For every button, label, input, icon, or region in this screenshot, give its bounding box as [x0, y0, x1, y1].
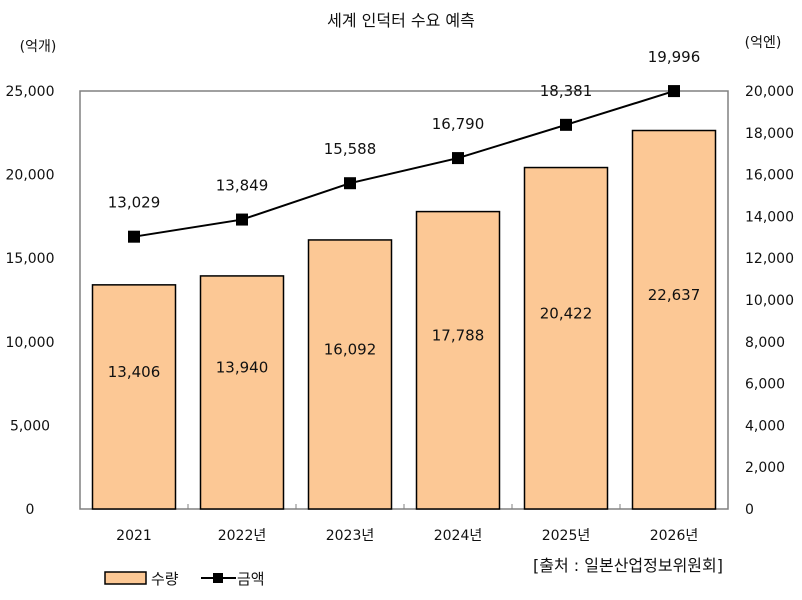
left-tick-label: 15,000 — [6, 251, 55, 267]
x-tick-label: 2026년 — [650, 528, 699, 544]
bar-value-label: 20,422 — [540, 304, 593, 322]
x-tick-label: 2025년 — [542, 528, 591, 544]
right-tick-label: 20,000 — [745, 84, 794, 100]
chart-title: 세계 인덕터 수요 예측 — [327, 11, 475, 30]
right-tick-label: 4,000 — [745, 418, 785, 434]
right-tick-label: 6,000 — [745, 377, 785, 393]
left-tick-label: 20,000 — [6, 168, 55, 184]
left-tick-label: 25,000 — [6, 84, 55, 100]
line-value-label: 16,790 — [432, 115, 485, 133]
bar-value-label: 13,406 — [108, 363, 161, 381]
line-marker — [668, 85, 680, 98]
legend: 수량 금액 — [104, 570, 265, 588]
line-marker — [560, 118, 572, 131]
right-tick-label: 18,000 — [745, 126, 794, 142]
line-marker — [128, 230, 140, 243]
line-value-label: 15,588 — [324, 140, 377, 158]
line-marker — [452, 152, 464, 165]
bar — [415, 210, 501, 510]
line-marker — [236, 213, 248, 226]
x-tick-label: 2024년 — [434, 528, 483, 544]
bar — [91, 284, 177, 510]
line-value-label: 19,996 — [648, 48, 701, 66]
right-tick-label: 2,000 — [745, 460, 785, 476]
left-tick-label: 10,000 — [6, 335, 55, 351]
right-tick-label: 0 — [745, 502, 754, 518]
right-tick-label: 12,000 — [745, 251, 794, 267]
right-axis-unit: (억엔) — [745, 35, 782, 51]
legend-marker — [213, 573, 223, 583]
line-value-label: 13,849 — [216, 177, 269, 195]
bar-value-label: 16,092 — [324, 340, 377, 358]
bar — [631, 129, 717, 510]
x-tick-label: 2022년 — [218, 528, 267, 544]
left-axis-unit: (억개) — [20, 39, 57, 55]
line-value-label: 13,029 — [108, 194, 161, 212]
left-tick-label: 0 — [26, 502, 35, 518]
right-tick-label: 10,000 — [745, 293, 794, 309]
bar-value-label: 22,637 — [648, 286, 701, 304]
x-tick-label: 2023년 — [326, 528, 375, 544]
right-tick-label: 8,000 — [745, 335, 785, 351]
right-tick-label: 16,000 — [745, 168, 794, 184]
source-note: [출처 : 일본산업정보위원회] — [533, 556, 723, 575]
bar-value-label: 17,788 — [432, 326, 485, 344]
line-series — [133, 90, 675, 238]
plot-area — [79, 90, 729, 510]
legend-label-bar: 수량 — [151, 570, 179, 588]
legend-swatch-bar — [104, 571, 147, 585]
left-tick-label: 5,000 — [10, 418, 50, 434]
bar — [523, 166, 609, 510]
line-marker — [344, 177, 356, 190]
legend-label-line: 금액 — [237, 570, 265, 588]
bar — [199, 275, 285, 510]
x-tick-label: 2021 — [116, 528, 152, 544]
right-tick-label: 14,000 — [745, 209, 794, 225]
line-value-label: 18,381 — [540, 82, 593, 100]
bar — [307, 239, 393, 510]
bar-value-label: 13,940 — [216, 358, 269, 376]
